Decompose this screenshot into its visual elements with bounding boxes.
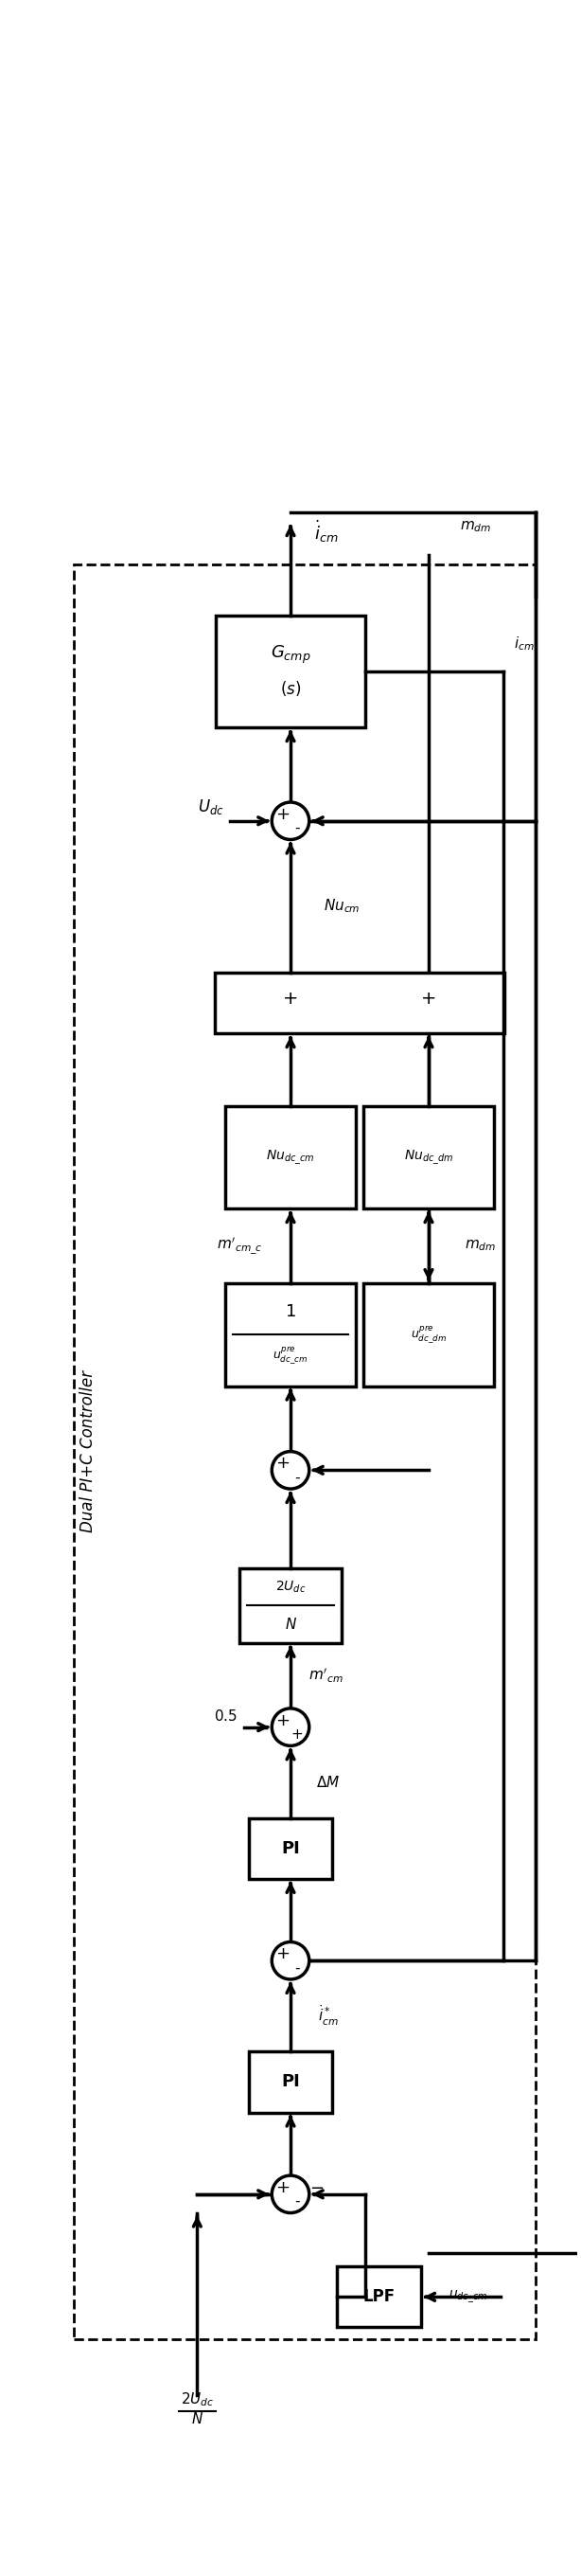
Text: PI: PI [281, 1839, 300, 1857]
Text: $\dot{i}_{cm}$: $\dot{i}_{cm}$ [314, 518, 338, 544]
Bar [249, 1819, 332, 1878]
Text: $1$: $1$ [285, 1303, 296, 1319]
Text: -: - [295, 822, 300, 835]
Text: -: - [295, 2195, 300, 2208]
Text: $Nu_{dc\_cm}$: $Nu_{dc\_cm}$ [266, 1149, 315, 1167]
Text: $u_{dc\_dm}^{pre}$: $u_{dc\_dm}^{pre}$ [411, 1324, 447, 1345]
Text: +: + [276, 1455, 290, 1471]
Text: +: + [291, 1728, 303, 1741]
Text: +: + [276, 2179, 290, 2197]
Text: $\dot{i}^*_{cm}$: $\dot{i}^*_{cm}$ [317, 2004, 338, 2027]
Text: PI: PI [281, 2074, 300, 2092]
Bar [225, 1283, 356, 1386]
Text: $i_{cm}$: $i_{cm}$ [514, 634, 534, 652]
Circle shape [272, 801, 309, 840]
Text: Dual PI+C Controller: Dual PI+C Controller [80, 1370, 96, 1533]
Text: $2U_{dc}$: $2U_{dc}$ [181, 2391, 214, 2409]
Text: $Nu_{dc\_dm}$: $Nu_{dc\_dm}$ [404, 1149, 454, 1167]
Bar [216, 616, 365, 726]
Text: $u_{dc\_cm}^{pre}$: $u_{dc\_cm}^{pre}$ [273, 1345, 308, 1365]
Text: LPF: LPF [363, 2287, 395, 2306]
Bar [249, 2050, 332, 2112]
Bar [74, 564, 536, 2339]
Bar [239, 1569, 342, 1643]
Text: $2U_{dc}$: $2U_{dc}$ [275, 1579, 306, 1595]
Text: $-$: $-$ [310, 2179, 324, 2195]
Bar [363, 1105, 494, 1208]
Text: $N$: $N$ [284, 1618, 297, 1631]
Circle shape [272, 1450, 309, 1489]
Text: $\Delta M$: $\Delta M$ [316, 1775, 340, 1790]
Circle shape [272, 1708, 309, 1747]
Bar [215, 974, 504, 1033]
Text: +: + [421, 989, 436, 1007]
Text: $Nu_{cm}$: $Nu_{cm}$ [324, 896, 360, 914]
Text: $N$: $N$ [191, 2411, 203, 2427]
Text: -: - [295, 1471, 300, 1484]
Text: +: + [276, 806, 290, 822]
Bar [337, 2267, 421, 2326]
Text: $(s)$: $(s)$ [280, 677, 301, 698]
Text: $m'_{cm\_c}$: $m'_{cm\_c}$ [216, 1236, 262, 1257]
Bar [363, 1283, 494, 1386]
Text: +: + [276, 1945, 290, 1963]
Text: $m'_{cm}$: $m'_{cm}$ [309, 1667, 343, 1685]
Text: $u_{dc\_cm}$: $u_{dc\_cm}$ [449, 2287, 487, 2306]
Text: $m_{dm}$: $m_{dm}$ [464, 1239, 496, 1255]
Text: $m_{dm}$: $m_{dm}$ [460, 520, 491, 533]
Bar [225, 1105, 356, 1208]
Text: +: + [283, 989, 298, 1007]
Text: $G_{cmp}$: $G_{cmp}$ [270, 644, 311, 665]
Circle shape [272, 2177, 309, 2213]
Text: $U_{dc}$: $U_{dc}$ [198, 799, 224, 817]
Text: $0.5$: $0.5$ [213, 1708, 237, 1723]
Circle shape [272, 1942, 309, 1978]
Text: +: + [276, 1713, 290, 1728]
Text: -: - [295, 1960, 300, 1976]
